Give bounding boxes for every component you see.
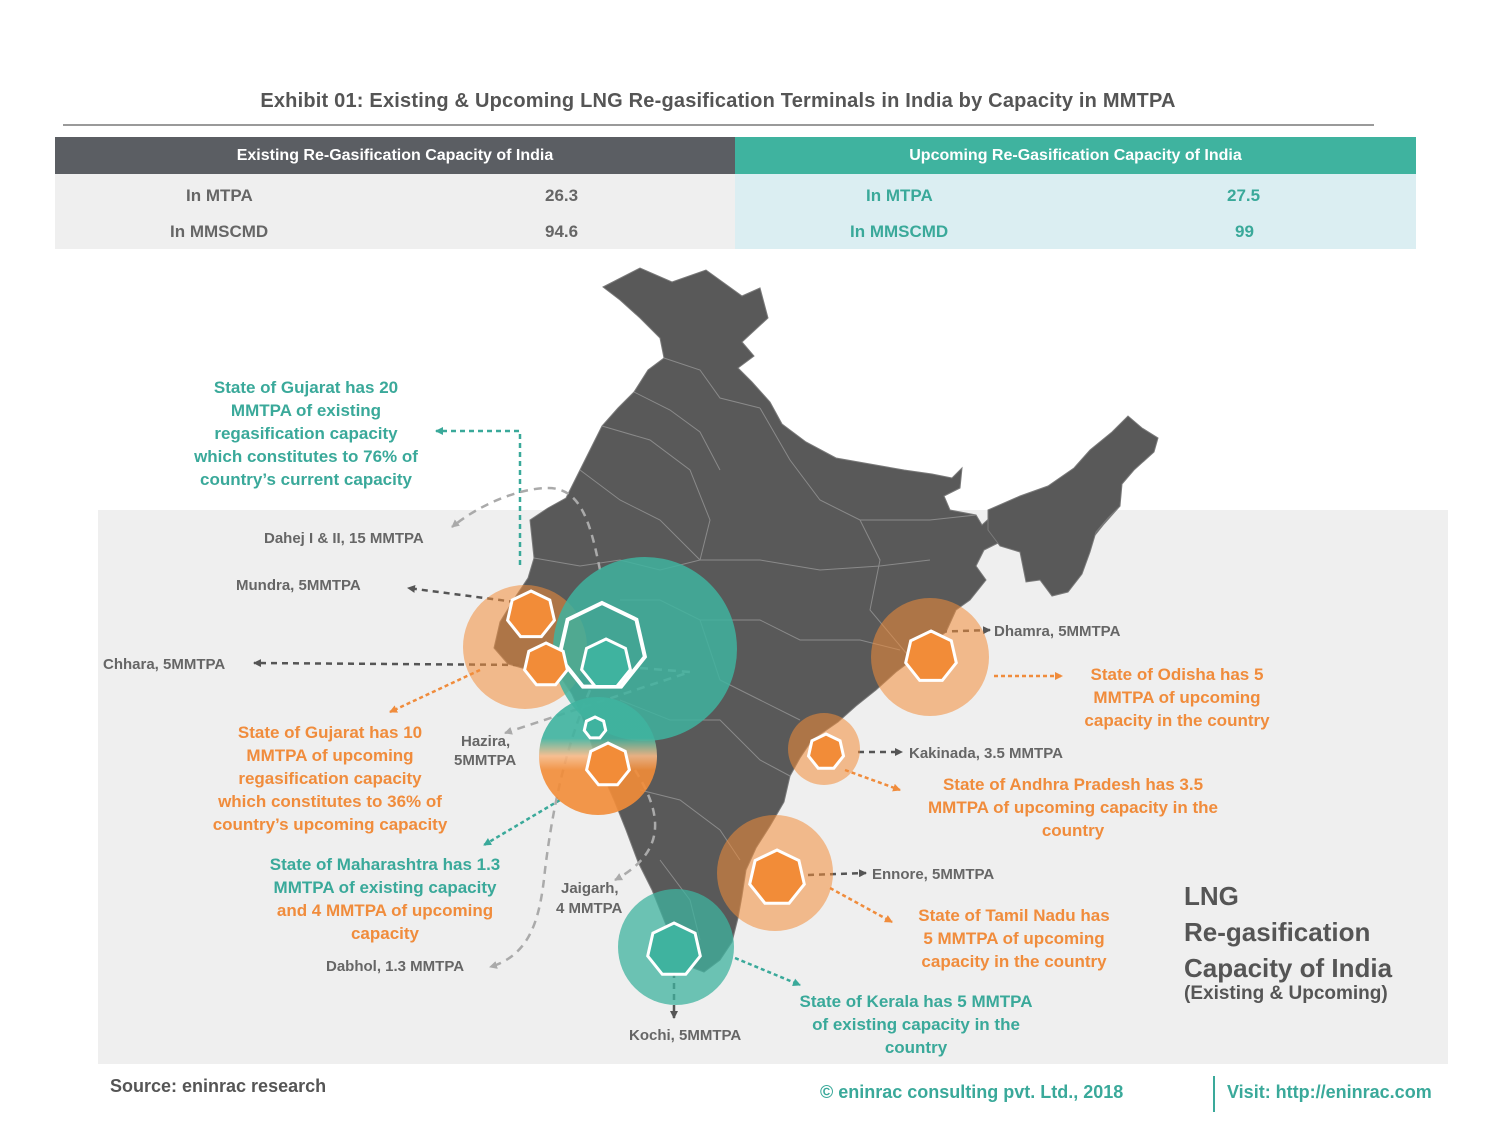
terminal-marker-mundra [505,589,557,639]
note-line: State of Odisha has 5 [1090,665,1264,684]
legend-title-line: Capacity of India [1184,953,1393,983]
note-gujarat-existing: State of Gujarat has 20 MMTPA of existin… [170,376,442,491]
note-line: State of Maharashtra has 1.3 [269,855,501,874]
connector-dahej [451,486,602,571]
upcoming-row-label: In MTPA [866,186,933,205]
note-line: MMTPA of upcoming [1093,688,1261,707]
note-line: which constitutes to 76% of [194,447,418,466]
note-maharashtra: State of Maharashtra has 1.3 MMTPA of ex… [240,853,530,945]
note-gujarat-upcoming: State of Gujarat has 10 MMTPA of upcomin… [185,721,475,836]
note-odisha: State of Odisha has 5 MMTPA of upcoming … [1066,663,1288,732]
terminal-marker-kochi [646,921,702,976]
connector-mundra [407,584,516,604]
note-line: regasification capacity [214,424,398,443]
note-line: State of Gujarat has 20 [213,378,399,397]
terminal-marker-ennore [748,848,806,905]
terminal-label-dabhol: Dabhol, 1.3 MMTPA [326,958,465,975]
terminal-label-kochi: Kochi, 5MMTPA [629,1027,742,1044]
note-line: MMTPA of upcoming capacity in the [928,798,1218,817]
connector-tamilnadu [829,886,893,924]
note-line: State of Kerala has 5 MMTPA [799,992,1033,1011]
connector-kerala [734,956,801,987]
terminal-marker-dhamra [904,629,958,682]
connector-gujarat-upcoming [389,668,481,714]
upcoming-row-label: In MMSCMD [850,222,949,241]
note-line: 5 MMTPA of upcoming [923,929,1105,948]
footer-divider [1213,1076,1215,1112]
existing-row-value: 94.6 [545,222,579,241]
terminal-label-jaigarh: Jaigarh, [561,880,619,897]
existing-row-label: In MMSCMD [170,222,269,241]
terminal-label-hazira: Hazira, [461,733,511,750]
legend-title-line: Re-gasification [1184,917,1371,947]
upcoming-capacity-table [735,174,1416,249]
note-line: MMTPA of upcoming [246,746,414,765]
existing-capacity-table [55,174,735,249]
existing-row-value: 26.3 [545,186,579,205]
note-line: which constitutes to 36% of [218,792,442,811]
terminal-label-kakinada: Kakinada, 3.5 MMTPA [909,745,1063,762]
existing-capacity-header: Existing Re-Gasification Capacity of Ind… [55,137,735,174]
connector-maharashtra [483,798,561,847]
note-line: country [884,1038,948,1057]
copyright: © eninrac consulting pvt. Ltd., 2018 [820,1082,1124,1102]
note-line: of existing capacity in the [812,1015,1020,1034]
terminal-label-jaigarh: 4 MMTPA [556,900,623,917]
terminal-label-dahej: Dahej I & II, 15 MMTPA [264,530,424,547]
upcoming-capacity-header: Upcoming Re-Gasification Capacity of Ind… [735,137,1416,174]
terminal-label-chhara: Chhara, 5MMTPA [103,656,226,673]
terminal-marker-kakinada [806,732,846,770]
note-line: MMTPA of existing [230,401,382,420]
source-note: Source: eninrac research [110,1076,327,1096]
terminal-label-dhamra: Dhamra, 5MMTPA [994,623,1121,640]
note-line: capacity [350,924,420,943]
note-tamil-nadu: State of Tamil Nadu has 5 MMTPA of upcom… [896,904,1132,973]
connector-ennore [807,869,867,878]
connector-gujarat-existing [435,427,522,565]
note-line: regasification capacity [238,769,422,788]
note-line: country’s current capacity [200,470,412,489]
note-line: country’s upcoming capacity [212,815,448,834]
note-line: capacity in the country [921,952,1107,971]
connector-andhra [844,768,901,792]
india-northeast [987,415,1159,597]
exhibit-title: Exhibit 01: Existing & Upcoming LNG Re-g… [260,90,1176,112]
note-line: State of Gujarat has 10 [237,723,423,742]
legend-title: LNG Re-gasification Capacity of India [1184,878,1392,986]
terminal-marker-chhara [522,641,570,687]
terminal-marker-hazira [582,715,608,740]
note-andhra-pradesh: State of Andhra Pradesh has 3.5 MMTPA of… [903,773,1243,842]
terminal-label-mundra: Mundra, 5MMTPA [236,577,361,594]
terminal-label-ennore: Ennore, 5MMTPA [872,866,995,883]
note-kerala: State of Kerala has 5 MMTPA of existing … [776,990,1056,1059]
note-line: capacity in the country [1084,711,1270,730]
terminal-label-hazira: 5MMTPA [454,752,517,769]
title-divider [63,124,1374,126]
upcoming-row-value: 27.5 [1227,186,1261,205]
existing-row-label: In MTPA [186,186,253,205]
upcoming-row-value: 99 [1235,222,1254,241]
legend-title-line: LNG [1184,881,1239,911]
note-line: country [1041,821,1105,840]
terminal-marker-dahej-inner [579,637,633,688]
note-line: State of Tamil Nadu has [918,906,1110,925]
legend-subtitle: (Existing & Upcoming) [1184,983,1388,1004]
note-line: State of Andhra Pradesh has 3.5 [942,775,1204,794]
terminal-marker-jaigarh [584,741,632,787]
visit-link[interactable]: Visit: http://eninrac.com [1227,1082,1432,1102]
note-line: MMTPA of existing capacity [273,878,497,897]
note-line: and 4 MMTPA of upcoming [276,901,494,920]
